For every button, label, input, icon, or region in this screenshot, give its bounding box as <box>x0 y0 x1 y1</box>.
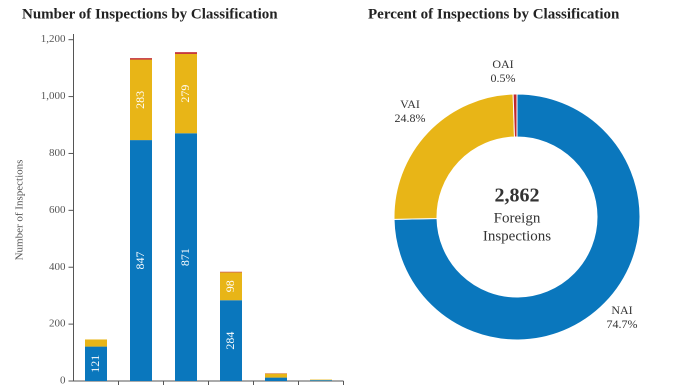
slice-name: NAI <box>611 303 632 317</box>
bar-segment <box>310 380 332 381</box>
y-tick-label: 0 <box>60 375 66 385</box>
bar-value-label: 279 <box>178 85 192 103</box>
bar-segment <box>220 271 242 273</box>
slice-value-label: 0.5% <box>491 71 516 85</box>
bar-segment <box>175 52 197 54</box>
y-tick-label: 1,000 <box>41 90 66 102</box>
slice-name: OAI <box>492 57 513 71</box>
donut-chart-title: Percent of Inspections by Classification <box>368 6 620 22</box>
slice-value-label: 24.8% <box>395 111 426 125</box>
bar-value-label: 98 <box>223 280 237 292</box>
bar-value-label: 283 <box>133 91 147 109</box>
bar-segment <box>310 379 332 381</box>
bar-segment <box>85 339 107 347</box>
bar-segment <box>130 59 152 141</box>
donut-slice <box>512 93 518 138</box>
bar-value-label: 284 <box>223 332 237 350</box>
y-tick-label: 1,200 <box>41 33 66 45</box>
bar-value-label: 847 <box>133 252 147 270</box>
bar-segment <box>220 300 242 381</box>
bar-segment <box>175 133 197 381</box>
bar-segment <box>85 346 107 381</box>
slice-name: VAI <box>400 97 420 111</box>
bar-value-label: 871 <box>178 248 192 266</box>
y-tick-label: 400 <box>49 261 66 273</box>
center-value: 2,862 <box>495 185 540 207</box>
y-tick-label: 800 <box>49 147 66 159</box>
y-axis-label: Number of Inspections <box>14 160 26 261</box>
bar-segment <box>265 373 287 378</box>
center-text: Inspections <box>483 228 551 244</box>
bar-chart-title: Number of Inspections by Classification <box>22 6 278 22</box>
y-tick-label: 600 <box>49 204 66 216</box>
donut-slice <box>393 93 641 341</box>
bar-segment <box>175 53 197 134</box>
y-tick-label: 200 <box>49 318 66 330</box>
bar-segment <box>265 377 287 381</box>
slice-value-label: 74.7% <box>607 317 638 331</box>
bar-segment <box>130 58 152 60</box>
bar-segment <box>220 272 242 301</box>
bar-value-label: 121 <box>88 355 102 373</box>
center-text: Foreign <box>494 210 541 226</box>
bar-segment <box>130 140 152 381</box>
